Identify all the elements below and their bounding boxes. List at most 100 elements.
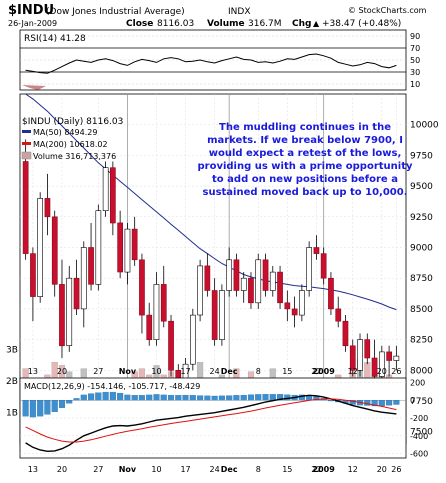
legend-ma200: MA(200) 10618.02 [33,140,108,149]
legend: MA(50) 8494.29 MA(200) 10618.02 Volume 3… [21,128,116,161]
candle-body [328,277,334,310]
date-label: Nov [119,367,137,376]
macd-tick-label: 200 [410,378,425,387]
rsi-oversold-fill [22,85,46,90]
date-label: 10 [151,465,161,474]
macd-tick-label: -400 [410,432,428,441]
macd-histogram-bar [378,400,385,407]
annotation-line: providing us with a prime opportunity [197,161,412,172]
macd-histogram-bar [109,391,116,401]
candle-body [197,265,204,316]
date-label: 27 [93,465,103,474]
date-label: 22 [311,465,321,474]
annotation-line: sustained moved back up to 10,000. [203,187,408,198]
macd-tick-label: 0 [410,396,415,405]
volume-value: 316.7M [248,19,282,29]
macd-histogram-bar [167,395,175,401]
candle-body [320,253,327,279]
candle-body [153,284,160,340]
close-label: Close [126,19,153,29]
rsi-grid [20,35,406,90]
macd-histogram-bar [124,394,131,401]
macd-histogram-bar [73,398,80,401]
date-label: 17 [180,465,190,474]
candle-body [168,320,174,371]
macd-histogram-bar [102,391,109,401]
rsi-ticks: 90 70 50 30 10 [410,32,420,89]
candle-body [160,284,167,322]
price-tick-label: 9500 [410,182,433,192]
macd-histogram-bar [204,395,211,401]
annotation-line: to add on new positions before a [212,174,398,185]
date-label: 26 [391,465,401,474]
macd-histogram-bar [247,394,255,401]
volume-axis: 3B 2B 1B [6,346,18,419]
rsi-tick-label: 70 [410,44,420,53]
macd-histogram-bar [66,400,73,404]
annotation-line: The muddling continues in the [219,122,391,133]
macd-histogram-bar [284,394,291,401]
candle-body [66,277,73,347]
macd-histogram-bar [153,394,160,401]
candle-body [298,290,305,316]
date-label: 20 [57,465,67,474]
candle-body [371,357,378,377]
candle-body [378,351,385,377]
candle-body [269,271,276,291]
date-label: 12 [348,465,358,474]
date-label: 10 [151,367,161,376]
candle-body [306,247,313,291]
annotation-text: The muddling continues in the markets. I… [197,122,412,198]
exchange-label: INDX [228,7,250,17]
macd-histogram-bar [51,400,58,412]
macd-label: MACD(12,26,9) -154.146, -105.717, -48.42… [24,382,200,391]
macd-histogram-bar [88,393,95,401]
candle-body [102,167,109,211]
candle-body [240,277,247,291]
candle-body [357,339,363,371]
date-label: 17 [180,367,190,376]
macd-histogram-bar [211,395,218,401]
macd-histogram-bar [269,394,276,401]
legend-swatch-ma50 [22,130,31,133]
volume-tick-label: 2B [6,377,18,387]
price-tick-label: 8000 [410,366,433,376]
chg-value: +38.47 (+0.48%) [322,19,401,29]
annotation-line: would expect a retest of the lows, [209,148,402,159]
date-label: Nov [119,465,137,474]
candle-body [219,290,225,340]
legend-ma50: MA(50) 8494.29 [33,128,97,137]
macd-tick-label: -600 [410,450,428,459]
price-tick-label: 9750 [410,151,433,161]
candle-body [73,277,80,310]
candle-body [233,259,240,291]
macd-histogram-bar [226,395,233,401]
volume-label: Volume [207,19,245,29]
candle-body [386,351,393,361]
price-tick-label: 7500 [410,428,433,438]
price-axis: 10000 9750 9500 9250 9000 8750 8500 8250 8000 775… [410,121,439,438]
date-label: 2009 [313,465,336,474]
candle-body [22,161,29,254]
macd-histogram-bar [349,400,356,405]
macd-histogram-bar [117,392,124,401]
candle-body [313,247,320,254]
candle-body [59,284,65,347]
macd-histogram-bar [197,395,204,401]
volume-tick-label: 3B [6,346,18,356]
brand-label: © StockCharts.com [348,6,427,15]
annotation-line: markets. If we break below 7900, I [207,135,403,146]
macd-histogram-bar [131,395,138,401]
price-tick-label: 10000 [410,121,439,131]
candle-body [277,271,283,304]
date-label: 20 [57,367,67,376]
legend-swatch-volume [21,151,32,160]
candle-body [110,167,116,224]
candle-body [51,216,58,285]
date-label: 20 [377,465,387,474]
macd-histogram-bar [138,395,145,401]
rsi-line [25,53,397,74]
